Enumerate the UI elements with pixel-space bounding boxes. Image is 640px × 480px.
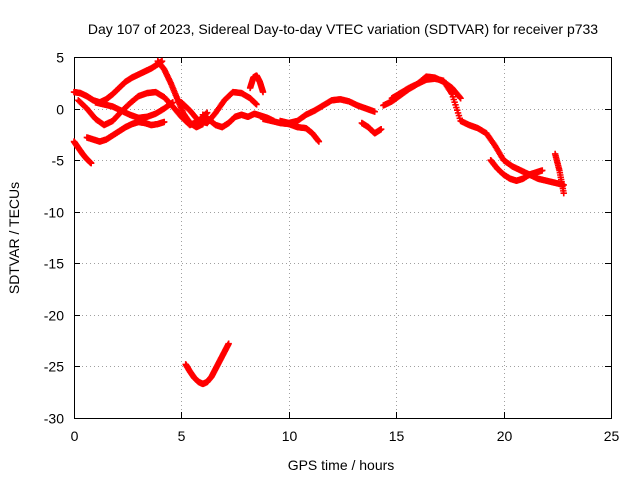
data-point	[560, 189, 567, 197]
series-arc-i	[246, 72, 267, 96]
series-arc-f	[70, 138, 95, 167]
series-arc-n	[388, 73, 464, 102]
x-axis-label: GPS time / hours	[288, 457, 395, 473]
x-tick-labels: 0 5 10 15 20 25	[71, 428, 620, 444]
y-tick-label: -20	[44, 308, 64, 324]
series-arc-l	[358, 119, 385, 137]
x-tick-label: 5	[178, 428, 186, 444]
y-tick-label: -5	[52, 153, 65, 169]
x-tick-label: 15	[389, 428, 405, 444]
data-point	[225, 340, 232, 347]
series-arc-o	[487, 156, 546, 184]
series-arc-a	[70, 57, 166, 106]
data-point	[457, 95, 464, 102]
plot-frame	[74, 57, 612, 419]
y-tick-label: -15	[44, 256, 64, 272]
grid	[74, 57, 611, 418]
series-arc-p	[551, 150, 567, 197]
data-point	[315, 138, 323, 145]
data-point	[253, 101, 260, 108]
data-point	[377, 126, 385, 133]
data-point	[87, 160, 95, 167]
y-tick-label: 0	[56, 102, 64, 118]
data-points	[70, 57, 567, 388]
series-arc-q	[182, 340, 232, 388]
series-arc-k	[277, 96, 378, 127]
y-tick-label: 5	[56, 50, 64, 66]
x-tick-label: 25	[604, 428, 620, 444]
data-point	[161, 118, 168, 126]
y-tick-label: -25	[44, 359, 64, 375]
y-tick-label: -30	[44, 411, 64, 427]
data-point	[456, 94, 463, 101]
series-arc-g	[178, 88, 260, 127]
y-tick-labels: -30 -25 -20 -15 -10 -5 0 5	[44, 50, 64, 427]
x-tick-label: 0	[71, 428, 79, 444]
data-point	[259, 88, 267, 96]
data-point	[539, 167, 546, 174]
axis-ticks	[74, 57, 612, 419]
y-axis-label: SDTVAR / TECUs	[6, 182, 22, 294]
series-arc-d	[92, 99, 177, 122]
data-point	[371, 108, 378, 115]
chart-title: Day 107 of 2023, Sidereal Day-to-day VTE…	[88, 21, 598, 37]
x-tick-label: 10	[282, 428, 298, 444]
data-point	[169, 99, 177, 106]
x-tick-label: 20	[497, 428, 513, 444]
y-tick-label: -10	[44, 205, 64, 221]
series-arc-c	[83, 118, 168, 145]
